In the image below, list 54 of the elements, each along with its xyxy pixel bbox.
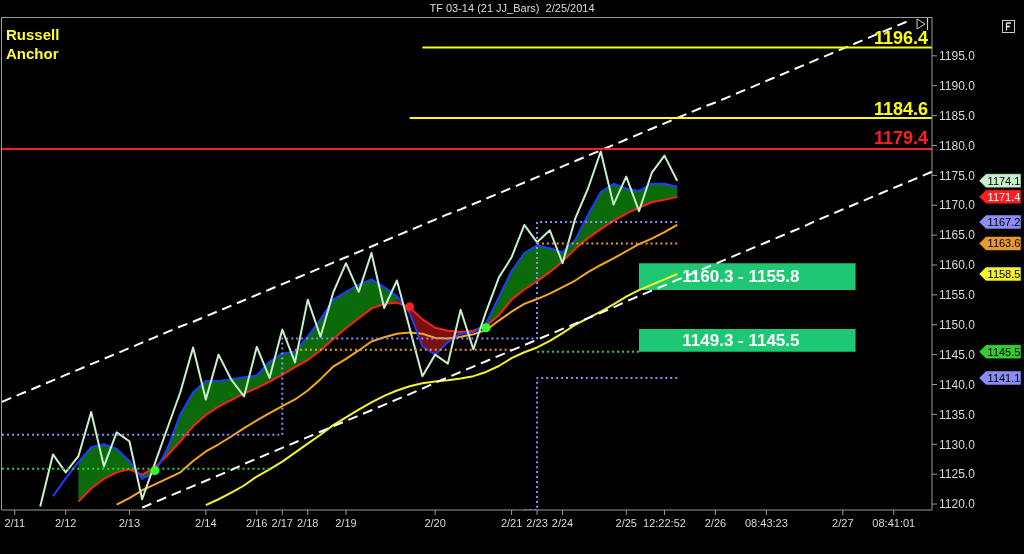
y-tick-label: 1125.0 [939, 467, 976, 482]
point [481, 323, 491, 333]
y-tick-label: 1170.0 [939, 198, 976, 213]
y-tick-label: 1150.0 [939, 318, 976, 333]
x-tick-label: 2/18 [297, 516, 319, 529]
x-tick-label: 2/20 [424, 516, 446, 529]
y-tick-label: 1145.0 [939, 347, 976, 362]
line-series [204, 272, 679, 507]
y2-tick-label: 1145.5 [987, 345, 1021, 358]
y-tick-label: 1140.0 [939, 377, 976, 392]
x-tick-label: 08:41:01 [872, 516, 916, 529]
y-tick-label: 1180.0 [939, 138, 976, 153]
x-tick-label: 2/25 [615, 516, 637, 529]
x-tick-label: 2/26 [704, 516, 727, 529]
x-tick-label: 2/21 [500, 516, 523, 529]
y-tick-label: 1155.0 [939, 288, 976, 303]
x-tick-label: 2/19 [335, 516, 357, 529]
y-tick-label: 1160.0 [939, 258, 976, 273]
x-tick-label: 2/13 [118, 516, 141, 529]
x-tick-label: 2/23 [526, 516, 548, 529]
y-tick-label: 1190.0 [939, 78, 976, 93]
chart-title: TF 03-14 (21 JJ_Bars) 2/25/2014 [428, 2, 596, 15]
x-tick-label: 08:43:23 [744, 516, 788, 529]
y-tick-label: 1165.0 [939, 228, 976, 243]
line-series [141, 170, 933, 509]
x-tick-label: 2/16 [246, 516, 268, 529]
y2-tick-label: 1158.5 [987, 267, 1021, 280]
text: 1160.3 - 1155.8 [682, 267, 800, 287]
y-tick-label: 1135.0 [939, 407, 976, 422]
data-label: 1184.6 [873, 98, 928, 119]
x-tick-label: 2/27 [832, 516, 854, 529]
text: 1149.3 - 1145.5 [682, 330, 800, 350]
x-tick-label: 2/17 [271, 516, 293, 529]
y2-tick-label: 1174.1 [987, 174, 1021, 187]
y-tick-label: 1175.0 [939, 168, 976, 183]
y2-tick-label: 1167.2 [987, 215, 1021, 228]
x-tick-label: 2/12 [54, 516, 77, 529]
y-tick-label: 1130.0 [939, 437, 976, 452]
y2-tick-label: 1171.4 [987, 190, 1021, 203]
y2-tick-label: 1163.6 [987, 237, 1021, 250]
ref-line-label: 1179.4 [873, 128, 928, 149]
x-tick-label: 2/14 [195, 516, 217, 529]
y-tick-label: 1120.0 [939, 497, 976, 512]
point [405, 302, 415, 312]
x-tick-label: 12:22:52 [643, 516, 686, 529]
data-label: 1196.4 [873, 28, 928, 49]
y2-tick-label: 1141.1 [987, 371, 1021, 384]
x-tick-label: 2/24 [551, 516, 574, 529]
point [150, 466, 160, 476]
y-tick-label: 1195.0 [939, 49, 976, 64]
y-tick-label: 1185.0 [939, 108, 976, 123]
annotation: Russell Anchor [6, 25, 61, 63]
line-series [115, 223, 679, 506]
x-tick-label: 2/11 [4, 516, 26, 529]
